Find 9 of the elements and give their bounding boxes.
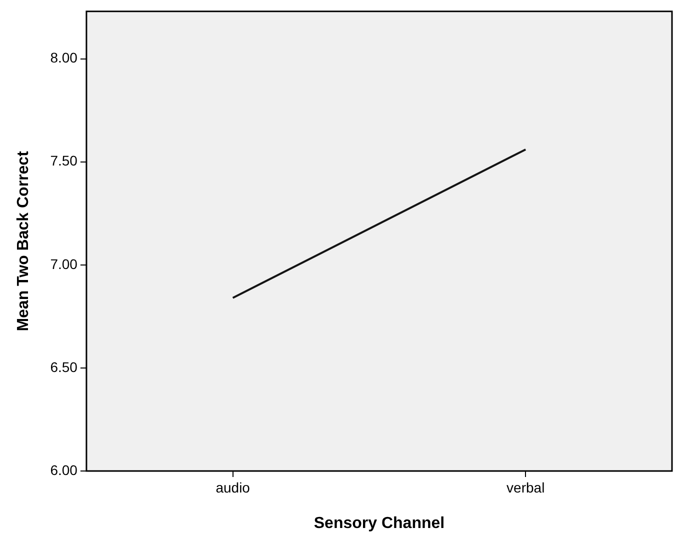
- x-axis-title: Sensory Channel: [314, 514, 445, 532]
- y-tick-label: 6.00: [50, 462, 78, 478]
- y-tick-label: 7.50: [50, 152, 78, 169]
- y-tick-label: 6.50: [50, 358, 78, 375]
- x-tick-label: verbal: [506, 479, 545, 496]
- y-tick-label: 8.00: [50, 50, 78, 66]
- x-tick-label: audio: [216, 479, 250, 496]
- y-tick-label: 7.00: [50, 256, 78, 272]
- y-axis-title: Mean Two Back Correct: [15, 150, 32, 332]
